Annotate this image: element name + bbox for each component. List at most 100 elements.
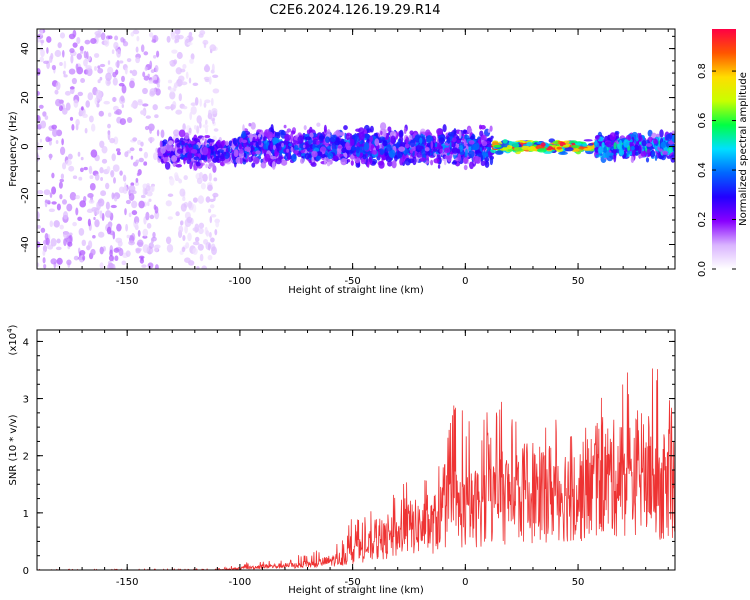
heatmap-cell: [362, 153, 367, 160]
heatmap-cell: [210, 97, 214, 107]
heatmap-cell: [99, 262, 104, 269]
heatmap-cell: [147, 262, 154, 269]
heatmap-cell: [399, 129, 404, 138]
heatmap-cell: [115, 61, 120, 68]
heatmap-cell: [641, 140, 647, 147]
heatmap-cell: [109, 137, 116, 144]
y-tick-label: 3: [23, 395, 29, 406]
x-tick-label: 50: [572, 577, 585, 588]
heatmap-cell: [506, 144, 513, 150]
heatmap-cell: [58, 181, 63, 189]
heatmap-cell: [168, 140, 174, 146]
heatmap-cell: [59, 224, 64, 230]
heatmap-cell: [343, 125, 348, 131]
heatmap-cell: [94, 173, 100, 181]
heatmap-cell: [207, 184, 213, 192]
heatmap-cell: [416, 152, 423, 158]
heatmap-cell: [149, 214, 155, 220]
heatmap-cell: [63, 74, 68, 78]
heatmap-cell: [144, 125, 150, 131]
heatmap-cell: [379, 143, 383, 149]
heatmap-cell: [190, 102, 197, 107]
heatmap-cell: [37, 142, 40, 146]
heatmap-cell: [192, 247, 198, 255]
heatmap-cell: [211, 108, 218, 115]
heatmap-cell: [433, 158, 440, 164]
heatmap-cell: [145, 115, 151, 119]
heatmap-cell: [187, 152, 192, 161]
heatmap-cell: [68, 165, 75, 172]
heatmap-cell: [60, 173, 65, 180]
heatmap-cell: [198, 172, 204, 179]
heatmap-cell: [424, 147, 430, 152]
colorbar-ticks: 0.0 0.2 0.4 0.6 0.8: [697, 63, 736, 277]
heatmap-cell: [215, 220, 220, 228]
heatmap-cell: [190, 106, 197, 115]
snr-line: [37, 368, 675, 570]
heatmap-cell: [137, 229, 141, 237]
heatmap-cell: [184, 257, 191, 263]
heatmap-cell: [502, 139, 508, 144]
heatmap-cell: [436, 128, 443, 136]
heatmap-cell: [421, 148, 426, 156]
heatmap-cell: [195, 161, 201, 167]
heatmap-cell: [37, 91, 40, 96]
heatmap-cell: [122, 174, 127, 182]
heatmap-cell: [439, 148, 443, 154]
heatmap-cell: [185, 144, 189, 153]
heatmap-cell: [227, 148, 231, 152]
heatmap-cell: [42, 250, 46, 256]
heatmap-cell: [131, 69, 138, 77]
heatmap-cell: [59, 61, 63, 67]
heatmap-cell: [71, 124, 75, 131]
heatmap-cell: [167, 216, 173, 220]
heatmap-cell: [124, 151, 129, 158]
heatmap-cell: [37, 154, 40, 162]
heatmap-cell: [630, 145, 635, 151]
heatmap-cell: [153, 152, 158, 161]
heatmap-cell: [37, 224, 41, 229]
heatmap-cell: [174, 34, 181, 41]
x-tick-label: 50: [572, 276, 585, 287]
heatmap-cell: [150, 248, 154, 253]
heatmap-cell: [118, 248, 124, 257]
heatmap-cell: [203, 102, 207, 108]
heatmap-cell: [54, 49, 62, 58]
heatmap-cell: [260, 161, 267, 169]
heatmap-cell: [49, 220, 54, 228]
heatmap-cell: [67, 153, 73, 160]
heatmap-cell: [80, 50, 84, 54]
heatmap-cell: [165, 200, 172, 207]
heatmap-cell: [284, 134, 291, 142]
heatmap-cell: [93, 53, 100, 58]
heatmap-cell: [111, 49, 115, 55]
heatmap-cell: [94, 219, 100, 228]
heatmap-cell: [241, 130, 247, 139]
heatmap-cell: [394, 154, 398, 162]
heatmap-cell: [192, 144, 199, 150]
heatmap-cell: [73, 255, 79, 261]
snr-series: [37, 368, 675, 570]
heatmap-cell: [164, 161, 171, 170]
heatmap-cell: [128, 240, 135, 246]
heatmap-cell: [149, 127, 153, 134]
heatmap-cell: [100, 177, 104, 181]
spectrogram-panel: -150 -100 -50 0 50 -40 -20 0 20 40 Height of stra…: [8, 28, 676, 296]
heatmap-cell: [588, 143, 594, 146]
heatmap-cell: [100, 32, 106, 41]
heatmap-cell: [286, 128, 292, 133]
heatmap-cell: [65, 102, 71, 111]
heatmap-cell: [50, 258, 57, 265]
heatmap-cell: [630, 155, 635, 164]
heatmap-cell: [96, 102, 100, 108]
heatmap-cell: [540, 142, 546, 147]
heatmap-cell: [193, 156, 200, 161]
heatmap-cell: [138, 157, 144, 163]
heatmap-cell: [90, 248, 96, 256]
heatmap-cell: [165, 236, 172, 245]
snr-xlabel: Height of straight line (km): [288, 585, 424, 596]
heatmap-cell: [55, 246, 62, 251]
heatmap-cell: [178, 225, 184, 233]
heatmap-cell: [47, 137, 53, 142]
heatmap-cell: [132, 137, 138, 142]
